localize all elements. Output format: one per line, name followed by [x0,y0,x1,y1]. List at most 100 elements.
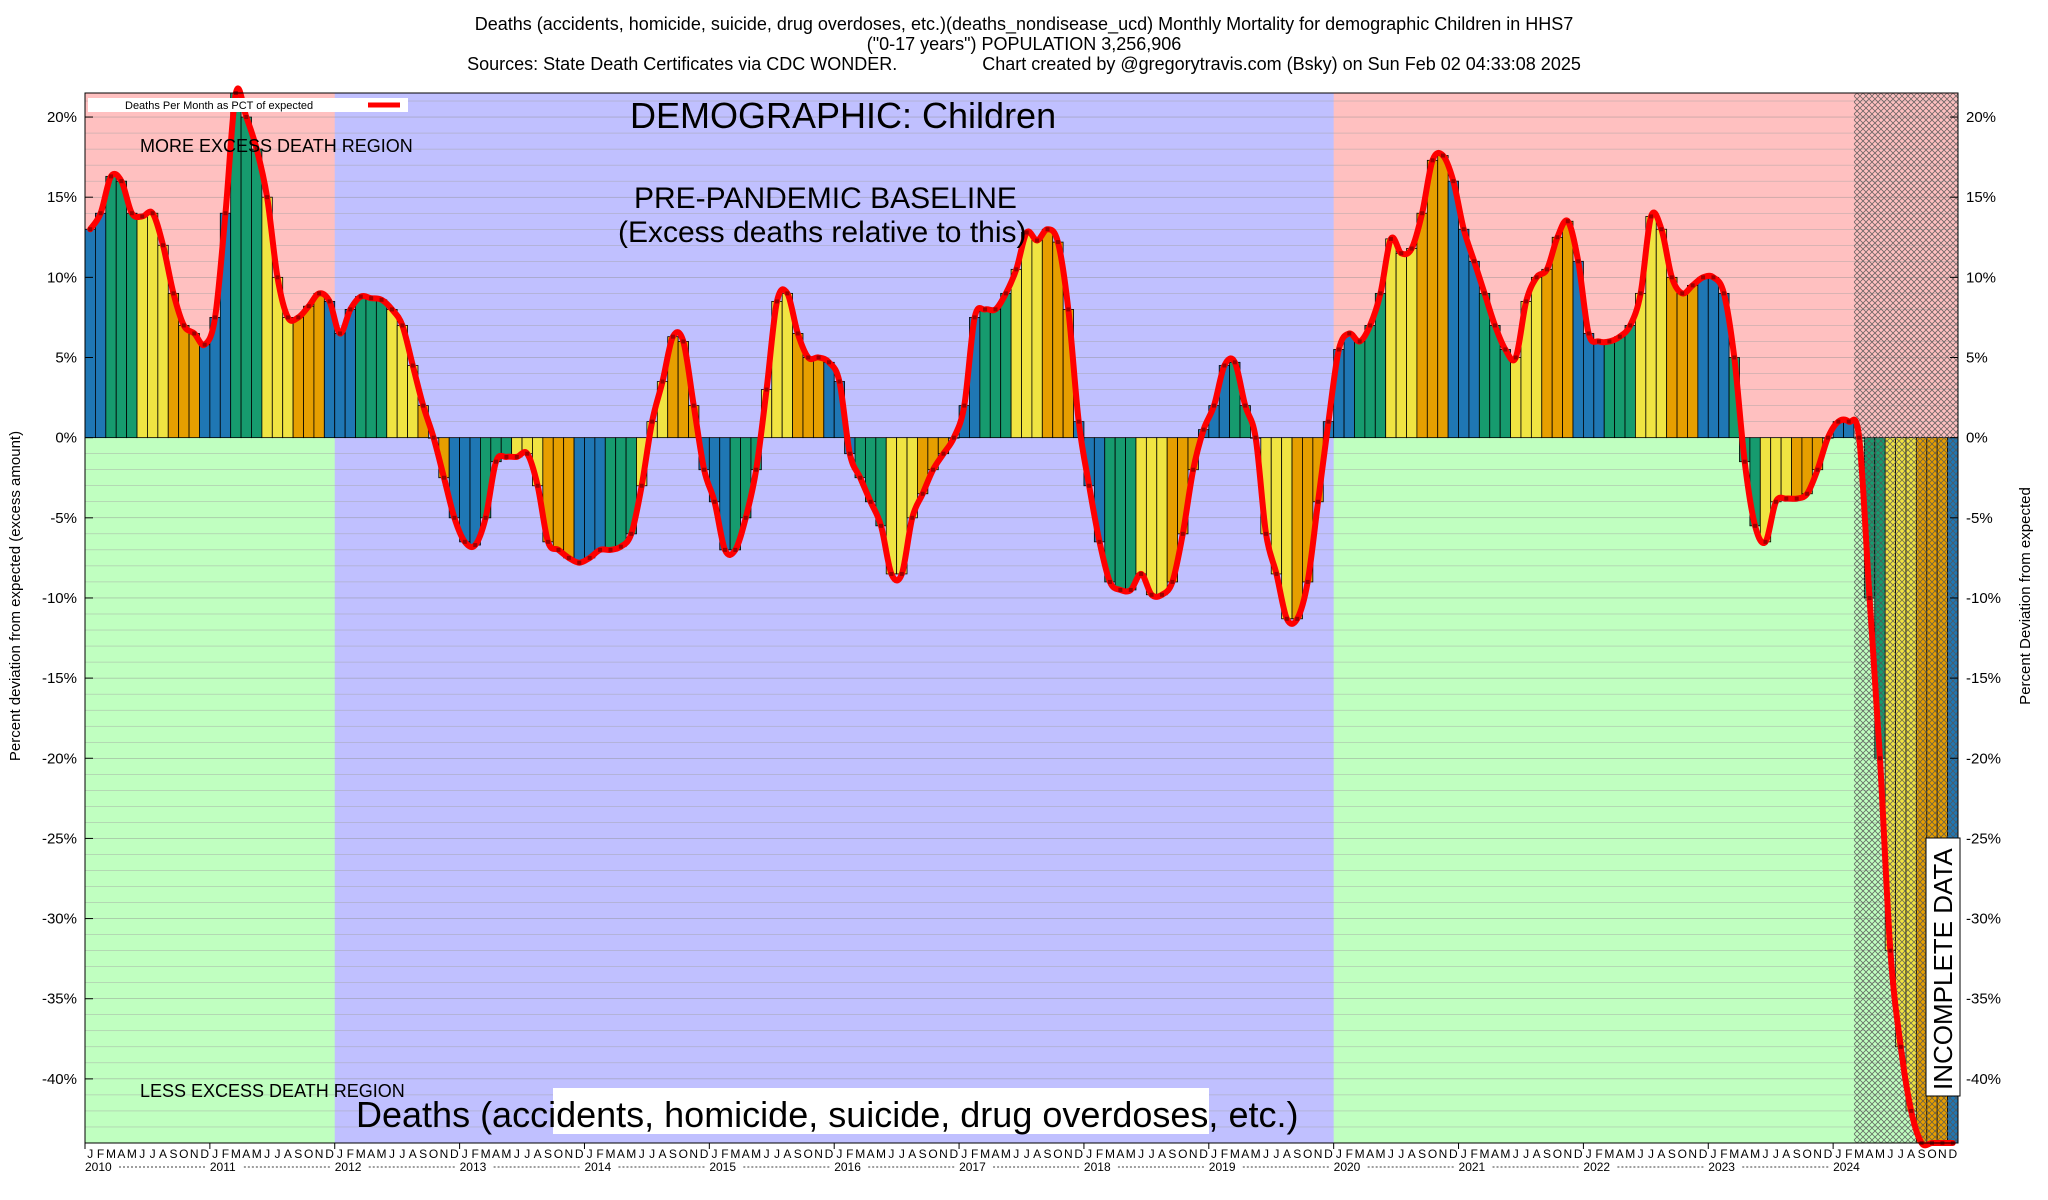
series-point [1388,236,1393,241]
series-point [181,323,186,328]
series-point [920,491,925,496]
series-point [1305,579,1310,584]
series-point [535,483,540,488]
series-point [1399,251,1404,256]
bar [563,437,575,559]
bar [604,437,617,551]
x-tick-month: F [846,1147,853,1161]
series-point [1232,360,1237,365]
y-tick-label-left: 0% [55,430,77,447]
x-tick-year: 2018 [1084,1160,1111,1174]
x-tick-month: A [742,1147,750,1161]
bar [459,437,471,543]
x-tick-month: A [367,1147,375,1161]
series-point [639,483,644,488]
x-tick-month: A [492,1147,500,1161]
series-point [546,539,551,544]
x-tick-month: M [501,1147,511,1161]
series-point [441,475,446,480]
series-point [1732,355,1737,360]
series-point [244,115,249,120]
series-point [868,499,873,504]
bar [1541,268,1553,439]
bar [1041,228,1054,439]
x-tick-month: A [617,1147,625,1161]
y-tick-label-right: 5% [1966,350,1988,367]
bar [1343,333,1355,439]
x-tick-month: A [159,1147,167,1161]
x-tick-month: M [1375,1147,1385,1161]
x-tick-month: N [190,1147,199,1161]
x-tick-month: J [1336,1147,1342,1161]
bar [375,299,388,439]
bar [573,437,585,564]
series-point [369,296,374,301]
series-point [993,307,998,312]
series-point [1222,363,1227,368]
x-tick-month: M [1230,1147,1240,1161]
x-tick-month: N [1064,1147,1073,1161]
x-tick-month: D [575,1147,584,1161]
bar [126,212,138,439]
x-tick-month: F [1845,1147,1852,1161]
series-point [514,454,519,459]
series-point [1378,291,1383,296]
series-point [1784,496,1789,501]
y-axis-title-left: Percent deviation from expected (excess … [7,431,24,761]
y-tick-label-right: -25% [1966,830,2001,847]
x-tick-month: J [774,1147,780,1161]
series-point [494,459,499,464]
series-point [431,435,436,440]
x-tick-month: A [659,1147,667,1161]
x-tick-month: M [1126,1147,1136,1161]
bar [240,116,252,439]
series-point [1451,179,1456,184]
series-point [1107,579,1112,584]
bar [188,333,200,439]
series-point [1576,259,1581,264]
series-point [889,571,894,576]
bar [989,309,1002,439]
series-point [129,211,134,216]
series-point [1336,347,1341,352]
x-tick-year: 2014 [584,1160,611,1174]
x-tick-month: J [899,1147,905,1161]
series-point [140,214,145,219]
x-tick-month: S [1793,1147,1801,1161]
y-tick-label-left: -20% [42,750,77,767]
series-point [504,454,509,459]
x-tick-month: J [462,1147,468,1161]
bar [823,361,835,439]
series-point [785,291,790,296]
bar [199,344,211,439]
bar [1687,284,1699,439]
series-point [1680,291,1685,296]
x-tick-year: 2010 [85,1160,112,1174]
y-tick-label-right: 10% [1966,269,1996,286]
title-line-3: Sources: State Death Certificates via CD… [467,54,1581,74]
less-region-label: LESS EXCESS DEATH REGION [140,1081,405,1101]
x-tick-month: M [751,1147,761,1161]
series-point [327,299,332,304]
x-tick-year: 2024 [1833,1160,1860,1174]
series-point [410,363,415,368]
x-tick-year: 2012 [335,1160,362,1174]
baseline-region [334,93,1334,1143]
series-point [1513,355,1518,360]
series-point [587,555,592,560]
x-tick-month: D [200,1147,209,1161]
y-tick-label-right: -5% [1966,510,1993,527]
bar [594,437,606,551]
x-tick-month: O [1802,1147,1811,1161]
series-point [899,571,904,576]
series-point [1690,283,1695,288]
bar [1707,276,1720,439]
series-point [202,342,207,347]
x-tick-month: J [1211,1147,1217,1161]
x-tick-month: S [669,1147,677,1161]
x-tick-month: J [639,1147,645,1161]
series-point [566,555,571,560]
bar [1010,268,1022,439]
x-tick-month: A [117,1147,125,1161]
series-point [109,174,114,179]
